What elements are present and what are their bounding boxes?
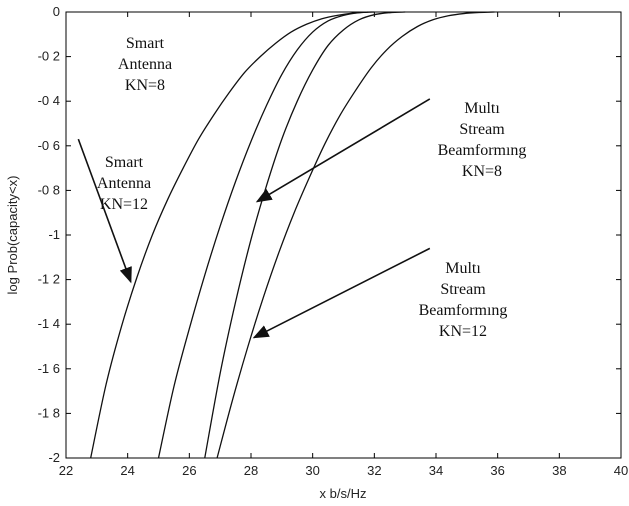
y-tick-label: -1 4 <box>38 316 60 331</box>
y-tick-label: -1 8 <box>38 405 60 420</box>
y-tick-label: -1 2 <box>38 272 60 287</box>
annotation-label-3: Multı Stream Beamformıng KN=8 <box>438 100 527 180</box>
y-tick-label: -0 4 <box>38 93 60 108</box>
y-axis-title: log Prob(capacity<x) <box>5 176 20 295</box>
y-tick-label: -0 2 <box>38 49 60 64</box>
x-tick-label: 36 <box>490 463 504 478</box>
annotation-line: Stream <box>440 281 486 298</box>
annotation-label-4: Multı Stream Beamformıng KN=12 <box>419 260 508 340</box>
annotation-arrow-3 <box>252 247 431 339</box>
annotation-arrow-2 <box>255 98 431 203</box>
x-axis: 22 24 26 28 30 32 34 36 38 40 <box>59 12 628 478</box>
annotation-line: KN=12 <box>439 323 487 340</box>
annotation-line: Smart <box>126 35 165 52</box>
series-line-4 <box>216 11 495 459</box>
annotation-line: Smart <box>105 154 144 171</box>
annotation-arrow-1 <box>77 138 132 284</box>
y-tick-label: -2 <box>48 450 60 465</box>
annotation-line: KN=8 <box>125 77 165 94</box>
x-tick-label: 40 <box>614 463 628 478</box>
x-tick-label: 38 <box>552 463 566 478</box>
x-tick-label: 24 <box>120 463 134 478</box>
annotation-line: Multı <box>445 260 481 277</box>
x-tick-label: 34 <box>429 463 443 478</box>
y-tick-label: -0 8 <box>38 182 60 197</box>
series-group <box>90 11 495 459</box>
x-tick-label: 28 <box>244 463 258 478</box>
annotation-label-1: Smart Antenna KN=8 <box>118 35 172 94</box>
annotation-line: Antenna <box>118 56 172 73</box>
annotation-group: Smart Antenna KN=8 Smart Antenna KN=12 Multı St… <box>97 35 527 340</box>
x-tick-label: 30 <box>305 463 319 478</box>
y-axis: 0 -0 2 -0 4 -0 6 -0 8 -1 -1 2 -1 4 -1 6 -1 8 -2 <box>38 4 621 465</box>
annotation-line: KN=8 <box>462 163 502 180</box>
x-axis-title: x b/s/Hz <box>320 486 367 501</box>
y-tick-label: -1 <box>48 227 60 242</box>
annotation-line: Antenna <box>97 175 151 192</box>
y-tick-label: -0 6 <box>38 138 60 153</box>
series-line-2 <box>157 11 375 459</box>
annotation-label-2: Smart Antenna KN=12 <box>97 154 151 213</box>
x-tick-label: 26 <box>182 463 196 478</box>
series-line-1 <box>90 11 369 459</box>
x-tick-label: 22 <box>59 463 73 478</box>
x-tick-label: 32 <box>367 463 381 478</box>
annotation-line: Beamformıng <box>438 142 527 159</box>
y-tick-label: -1 6 <box>38 361 60 376</box>
annotation-line: Stream <box>459 121 505 138</box>
annotation-line: KN=12 <box>100 196 148 213</box>
annotation-line: Multı <box>464 100 500 117</box>
annotation-line: Beamformıng <box>419 302 508 319</box>
y-tick-label: 0 <box>53 4 60 19</box>
series-line-3 <box>204 11 406 459</box>
arrow-group <box>77 98 431 339</box>
